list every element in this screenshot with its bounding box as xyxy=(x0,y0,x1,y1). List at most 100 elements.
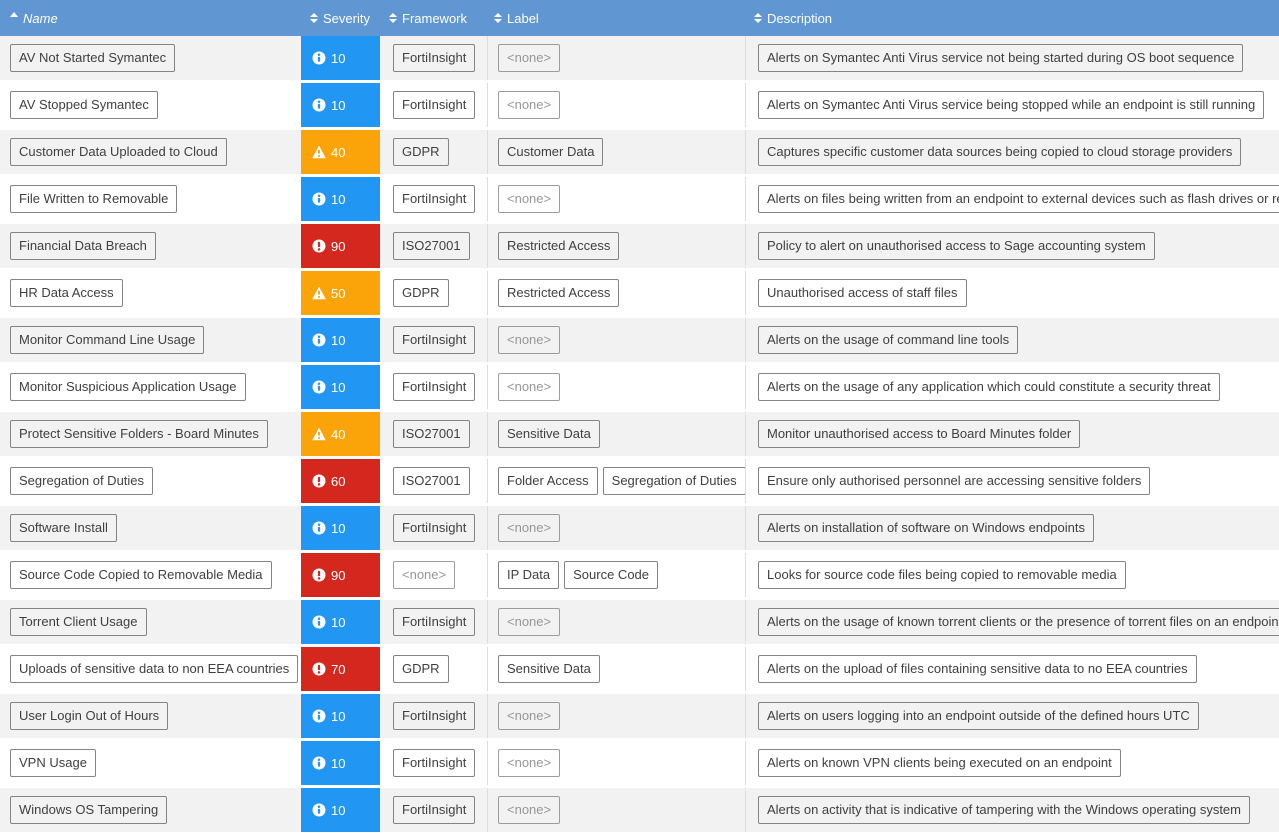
framework-box[interactable]: GDPR xyxy=(393,278,449,308)
column-header-description[interactable]: Description xyxy=(745,0,1279,36)
column-header-severity[interactable]: Severity xyxy=(301,0,380,36)
framework-box[interactable]: FortiInsight xyxy=(393,184,476,214)
name-cell: File Written to Removable xyxy=(0,177,301,221)
policy-name-box[interactable]: VPN Usage xyxy=(10,748,96,778)
description-box[interactable]: Monitor unauthorised access to Board Min… xyxy=(758,419,1081,449)
framework-box[interactable]: FortiInsight xyxy=(393,90,476,120)
policy-name-box[interactable]: Windows OS Tampering xyxy=(10,795,168,825)
label-box[interactable]: Segregation of Duties xyxy=(602,466,745,496)
policy-name-box[interactable]: Source Code Copied to Removable Media xyxy=(10,560,272,590)
table-row[interactable]: AV Not Started Symantec xyxy=(0,36,1279,83)
column-label-label: Label xyxy=(507,10,539,26)
policy-name-box[interactable]: Uploads of sensitive data to non EEA cou… xyxy=(10,654,299,684)
policy-name-box[interactable]: Financial Data Breach xyxy=(10,231,156,261)
label-box[interactable]: Source Code xyxy=(564,560,659,590)
description-box[interactable]: Unauthorised access of staff files xyxy=(758,278,967,308)
framework-box[interactable]: ISO27001 xyxy=(393,419,470,449)
table-row[interactable]: Source Code Copied to Removable Media xyxy=(0,553,1279,600)
label-box[interactable]: <none> xyxy=(498,513,561,543)
label-box[interactable]: <none> xyxy=(498,90,561,120)
framework-box[interactable]: <none> xyxy=(393,560,456,590)
label-box[interactable]: <none> xyxy=(498,43,561,73)
policy-name-box[interactable]: Protect Sensitive Folders - Board Minute… xyxy=(10,419,268,449)
label-box[interactable]: <none> xyxy=(498,184,561,214)
table-row[interactable]: User Login Out of Hours xyxy=(0,694,1279,741)
policy-name-box[interactable]: Monitor Command Line Usage xyxy=(10,325,205,355)
policy-name-box[interactable]: File Written to Removable xyxy=(10,184,178,214)
table-row[interactable]: Protect Sensitive Folders - Board Minute… xyxy=(0,412,1279,459)
description-box[interactable]: Alerts on the upload of files containing… xyxy=(758,654,1197,684)
framework-box[interactable]: FortiInsight xyxy=(393,795,476,825)
description-box[interactable]: Looks for source code files being copied… xyxy=(758,560,1126,590)
label-box[interactable]: <none> xyxy=(498,325,561,355)
description-box[interactable]: Alerts on installation of software on Wi… xyxy=(758,513,1094,543)
framework-box[interactable]: FortiInsight xyxy=(393,701,476,731)
table-row[interactable]: Uploads of sensitive data to non EEA cou… xyxy=(0,647,1279,694)
description-box[interactable]: Policy to alert on unauthorised access t… xyxy=(758,231,1155,261)
column-header-label[interactable]: Label xyxy=(487,0,745,36)
description-box[interactable]: Alerts on the usage of command line tool… xyxy=(758,325,1019,355)
table-row[interactable]: Segregation of Duties xyxy=(0,459,1279,506)
severity-badge: 40 xyxy=(301,412,380,456)
framework-box[interactable]: GDPR xyxy=(393,654,449,684)
label-box[interactable]: IP Data xyxy=(498,560,560,590)
framework-box[interactable]: ISO27001 xyxy=(393,231,470,261)
framework-box[interactable]: ISO27001 xyxy=(393,466,470,496)
label-box[interactable]: Restricted Access xyxy=(498,231,620,261)
label-box[interactable]: Sensitive Data xyxy=(498,654,600,684)
description-box[interactable]: Alerts on Symantec Anti Virus service be… xyxy=(758,90,1265,120)
description-box[interactable]: Captures specific customer data sources … xyxy=(758,137,1242,167)
policy-name-box[interactable]: User Login Out of Hours xyxy=(10,701,169,731)
column-header-framework[interactable]: Framework xyxy=(380,0,487,36)
table-row[interactable]: AV Stopped Symantec xyxy=(0,83,1279,130)
policy-name-box[interactable]: HR Data Access xyxy=(10,278,123,308)
label-box[interactable]: <none> xyxy=(498,607,561,637)
policy-name-box[interactable]: Segregation of Duties xyxy=(10,466,154,496)
policy-name-box[interactable]: Software Install xyxy=(10,513,117,543)
table-row[interactable]: Monitor Suspicious Application Usage xyxy=(0,365,1279,412)
label-box[interactable]: <none> xyxy=(498,701,561,731)
table-row[interactable]: VPN Usage xyxy=(0,741,1279,788)
policy-name-box[interactable]: Customer Data Uploaded to Cloud xyxy=(10,137,227,167)
description-box[interactable]: Alerts on activity that is indicative of… xyxy=(758,795,1250,825)
severity-value: 10 xyxy=(331,379,346,395)
label-box[interactable]: Folder Access xyxy=(498,466,598,496)
table-row[interactable]: Software Install xyxy=(0,506,1279,553)
policy-name-box[interactable]: Torrent Client Usage xyxy=(10,607,147,637)
label-box[interactable]: <none> xyxy=(498,795,561,825)
description-box[interactable]: Alerts on Symantec Anti Virus service no… xyxy=(758,43,1244,73)
label-box[interactable]: Customer Data xyxy=(498,137,604,167)
framework-box[interactable]: FortiInsight xyxy=(393,748,476,778)
framework-box[interactable]: FortiInsight xyxy=(393,372,476,402)
framework-box[interactable]: FortiInsight xyxy=(393,607,476,637)
description-box[interactable]: Alerts on the usage of any application w… xyxy=(758,372,1220,402)
framework-box[interactable]: FortiInsight xyxy=(393,513,476,543)
table-row[interactable]: Torrent Client Usage xyxy=(0,600,1279,647)
policy-name-box[interactable]: AV Not Started Symantec xyxy=(10,43,176,73)
table-row[interactable]: File Written to Removable xyxy=(0,177,1279,224)
framework-box[interactable]: GDPR xyxy=(393,137,449,167)
description-box[interactable]: Alerts on the usage of known torrent cli… xyxy=(758,607,1279,637)
label-cell: <none> xyxy=(487,600,745,644)
framework-cell: FortiInsight xyxy=(380,788,487,832)
description-box[interactable]: Alerts on files being written from an en… xyxy=(758,184,1279,214)
table-row[interactable]: Windows OS Tampering xyxy=(0,788,1279,835)
table-row[interactable]: Customer Data Uploaded to Cloud xyxy=(0,130,1279,177)
table-row[interactable]: HR Data Access xyxy=(0,271,1279,318)
label-box[interactable]: <none> xyxy=(498,748,561,778)
table-row[interactable]: Financial Data Breach xyxy=(0,224,1279,271)
label-cell: IP Data Source Code xyxy=(487,553,745,597)
description-box[interactable]: Alerts on known VPN clients being execut… xyxy=(758,748,1121,778)
column-header-name[interactable]: Name xyxy=(0,0,301,36)
label-box[interactable]: Sensitive Data xyxy=(498,419,600,449)
label-cell: <none> xyxy=(487,365,745,409)
policy-name-box[interactable]: AV Stopped Symantec xyxy=(10,90,158,120)
framework-box[interactable]: FortiInsight xyxy=(393,325,476,355)
description-box[interactable]: Ensure only authorised personnel are acc… xyxy=(758,466,1151,496)
framework-box[interactable]: FortiInsight xyxy=(393,43,476,73)
label-box[interactable]: Restricted Access xyxy=(498,278,620,308)
description-box[interactable]: Alerts on users logging into an endpoint… xyxy=(758,701,1199,731)
policy-name-box[interactable]: Monitor Suspicious Application Usage xyxy=(10,372,246,402)
table-row[interactable]: Monitor Command Line Usage xyxy=(0,318,1279,365)
label-box[interactable]: <none> xyxy=(498,372,561,402)
